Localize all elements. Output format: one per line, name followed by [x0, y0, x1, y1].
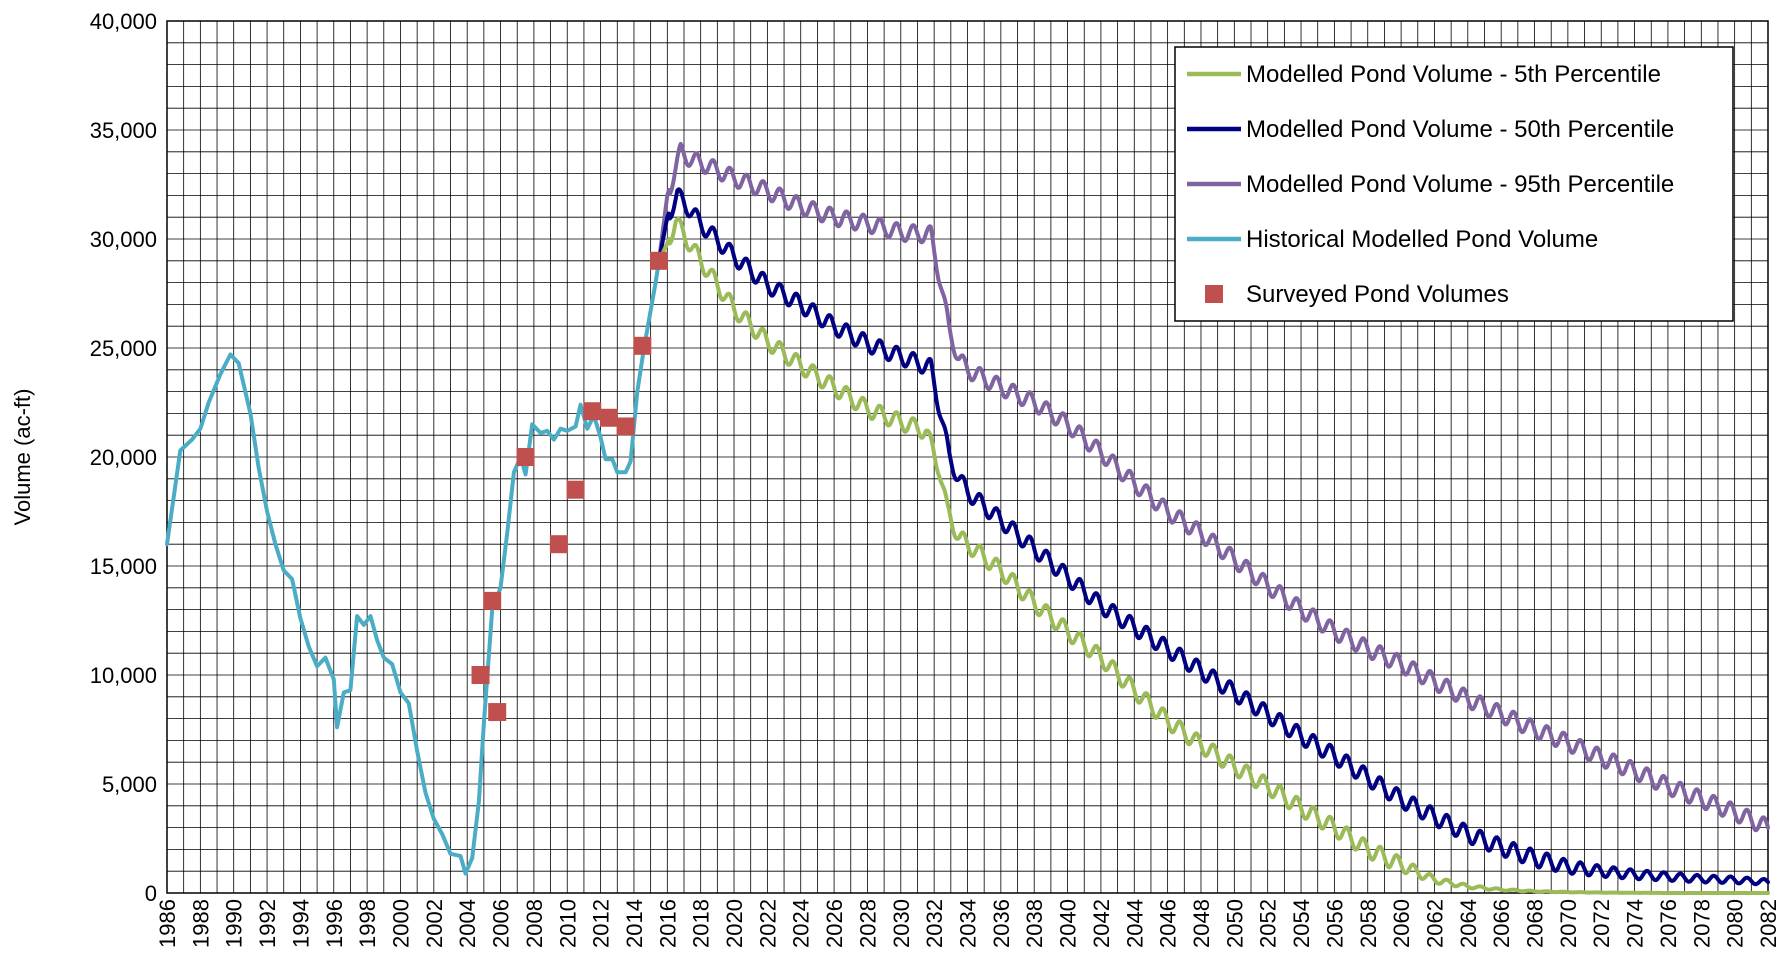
x-tick-label: 2076	[1656, 899, 1681, 948]
x-tick-label: 2020	[722, 899, 747, 948]
surveyed-volume-marker	[488, 703, 507, 722]
x-tick-label: 2058	[1356, 899, 1381, 948]
surveyed-volume-marker	[633, 336, 652, 355]
surveyed-markers	[471, 251, 668, 722]
x-tick-label: 2060	[1389, 899, 1414, 948]
y-tick-label: 35,000	[90, 118, 157, 143]
y-axis-tick-labels: 0 5,000 10,000 15,000 20,000 25,000 30,000 35,0…	[90, 9, 157, 906]
x-tick-label: 2052	[1256, 899, 1281, 948]
x-tick-label: 2068	[1523, 899, 1548, 948]
x-tick-label: 2078	[1689, 899, 1714, 948]
x-tick-label: 2004	[455, 899, 480, 948]
x-tick-label: 2030	[889, 899, 914, 948]
x-tick-label: 2040	[1056, 899, 1081, 948]
x-tick-label: 2044	[1122, 899, 1147, 948]
surveyed-volume-marker	[483, 591, 502, 610]
y-tick-label: 40,000	[90, 9, 157, 34]
x-tick-label: 2010	[555, 899, 580, 948]
x-tick-label: 2034	[956, 899, 981, 948]
legend-label: Modelled Pond Volume - 5th Percentile	[1246, 61, 1661, 88]
surveyed-volume-marker	[583, 402, 602, 421]
y-tick-label: 0	[145, 881, 157, 906]
x-tick-label: 2050	[1222, 899, 1247, 948]
x-tick-label: 2006	[489, 899, 514, 948]
y-tick-label: 25,000	[90, 336, 157, 361]
series-line-3	[657, 141, 1770, 833]
series-line-1	[657, 216, 1770, 895]
surveyed-volume-marker	[549, 535, 568, 554]
x-tick-label: 2064	[1456, 899, 1481, 948]
y-tick-label: 20,000	[90, 445, 157, 470]
x-tick-label: 2036	[989, 899, 1014, 948]
legend-label: Historical Modelled Pond Volume	[1246, 226, 1598, 253]
x-tick-label: 2082	[1756, 899, 1781, 948]
legend: Modelled Pond Volume - 5th Percentile Mod…	[1174, 46, 1734, 322]
x-tick-label: 2072	[1589, 899, 1614, 948]
x-tick-label: 2046	[1156, 899, 1181, 948]
x-tick-label: 2042	[1089, 899, 1114, 948]
x-tick-label: 1994	[288, 899, 313, 948]
surveyed-volume-marker	[516, 448, 535, 466]
legend-label: Surveyed Pond Volumes	[1246, 281, 1509, 308]
x-tick-label: 2032	[922, 899, 947, 948]
y-axis-title: Volume (ac-ft)	[10, 389, 35, 526]
x-tick-label: 2000	[388, 899, 413, 948]
legend-label: Modelled Pond Volume - 50th Percentile	[1246, 116, 1674, 143]
x-tick-label: 2054	[1289, 899, 1314, 948]
y-tick-label: 30,000	[90, 227, 157, 252]
gridlines	[167, 21, 1768, 893]
x-tick-label: 2016	[655, 899, 680, 948]
x-tick-label: 2070	[1556, 899, 1581, 948]
surveyed-volume-marker	[566, 480, 585, 499]
x-tick-label: 1996	[322, 899, 347, 948]
x-tick-label: 2080	[1723, 899, 1748, 948]
x-tick-label: 2022	[755, 899, 780, 948]
surveyed-volume-marker	[616, 417, 635, 436]
y-tick-label: 5,000	[102, 772, 157, 797]
surveyed-volume-marker	[649, 251, 668, 270]
y-tick-label: 15,000	[90, 554, 157, 579]
x-tick-label: 2038	[1022, 899, 1047, 948]
surveyed-volume-marker	[471, 666, 490, 684]
x-tick-label: 2012	[589, 899, 614, 948]
x-tick-label: 2066	[1489, 899, 1514, 948]
x-tick-label: 2062	[1422, 899, 1447, 948]
x-tick-label: 1986	[155, 899, 180, 948]
surveyed-volume-marker	[599, 408, 618, 427]
x-tick-label: 1992	[255, 899, 280, 948]
x-tick-label: 1998	[355, 899, 380, 948]
legend-label: Modelled Pond Volume - 95th Percentile	[1246, 171, 1674, 198]
x-tick-label: 2014	[622, 899, 647, 948]
x-tick-label: 2056	[1322, 899, 1347, 948]
x-tick-label: 2026	[822, 899, 847, 948]
plot-area-border	[166, 20, 1769, 894]
x-tick-label: 1990	[222, 899, 247, 948]
series-line-2	[657, 187, 1770, 887]
x-tick-label: 2024	[789, 899, 814, 948]
legend-swatch-marker	[1205, 285, 1223, 303]
y-tick-label: 10,000	[90, 663, 157, 688]
x-tick-label: 2018	[689, 899, 714, 948]
x-tick-label: 2008	[522, 899, 547, 948]
x-tick-label: 2002	[422, 899, 447, 948]
x-tick-label: 2074	[1623, 899, 1648, 948]
x-tick-label: 1988	[188, 899, 213, 948]
x-axis-tick-labels: 1986 1988 1990 1992 1994 1996 1998 2000 2002 2004…	[155, 899, 1781, 948]
legend-box	[1174, 46, 1734, 322]
x-tick-label: 2048	[1189, 899, 1214, 948]
x-tick-label: 2028	[855, 899, 880, 948]
